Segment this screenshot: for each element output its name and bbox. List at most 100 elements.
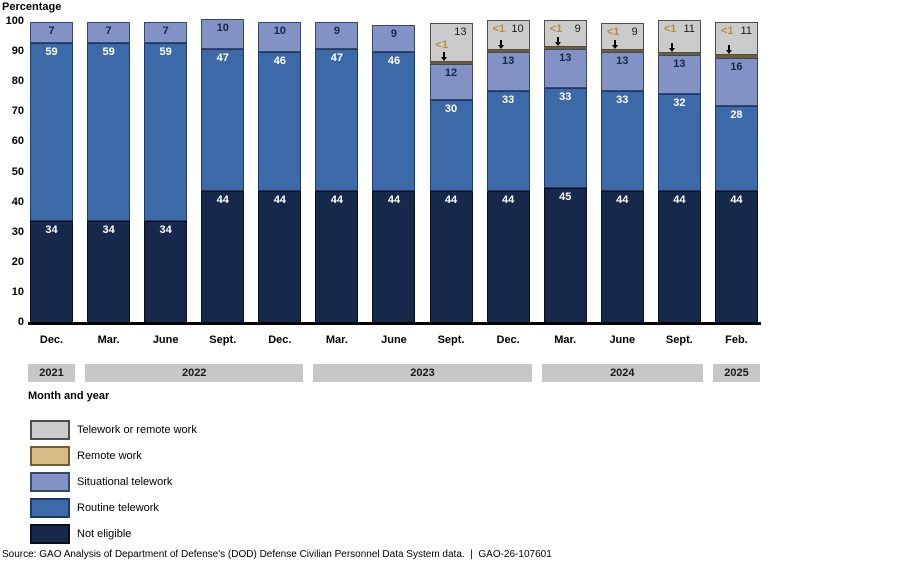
year-band-2022: 2022 xyxy=(85,364,304,382)
segment-situational-telework: 12 xyxy=(429,64,473,101)
month-label-sept-2024: Sept. xyxy=(665,334,693,346)
segment-situational-telework: 13 xyxy=(486,52,530,92)
value-label: 44 xyxy=(444,193,458,206)
segment-remote-work xyxy=(657,53,701,56)
value-label: 34 xyxy=(159,223,172,236)
segment-remote-work xyxy=(486,50,530,53)
value-label: 9 xyxy=(333,25,340,38)
segment-not-eligible: 44 xyxy=(714,190,758,323)
segment-situational-telework: 13 xyxy=(543,49,587,89)
segment-situational-telework: 9 xyxy=(315,22,359,50)
value-label: 7 xyxy=(48,25,55,38)
month-label-june-2022: June xyxy=(152,334,179,346)
segment-telework-or-remote-work: <1 10 xyxy=(486,20,530,51)
value-label: 45 xyxy=(559,190,572,203)
y-tick-60: 60 xyxy=(11,135,24,148)
value-label: 44 xyxy=(673,193,686,206)
month-label-june-2024: June xyxy=(609,334,636,346)
segment-not-eligible: 44 xyxy=(315,190,359,323)
value-label: 30 xyxy=(444,103,458,116)
remote-work-lt1-label: <1 xyxy=(720,25,734,38)
bar-dec-2022: 10 46 44 xyxy=(258,22,302,323)
segment-not-eligible: 44 xyxy=(201,190,245,323)
x-axis-baseline xyxy=(28,322,761,325)
value-label: 59 xyxy=(45,46,58,59)
segment-telework-or-remote-work: <1 11 xyxy=(714,22,758,56)
bar-sept-2024: <1 11 13 32 44 xyxy=(657,20,701,323)
value-label: 11 xyxy=(683,23,695,36)
legend: Telework or remote work Remote work Situat… xyxy=(30,420,197,550)
value-label: 46 xyxy=(387,55,401,68)
segment-situational-telework: 13 xyxy=(657,55,701,95)
value-label: 9 xyxy=(574,23,581,36)
legend-swatch-not-eligible xyxy=(30,524,70,544)
segment-routine-telework: 28 xyxy=(714,106,758,191)
legend-item-telework-or-remote-work: Telework or remote work xyxy=(30,420,197,440)
value-label: 47 xyxy=(216,52,229,65)
segment-not-eligible: 34 xyxy=(87,220,131,323)
segment-telework-or-remote-work: <1 9 xyxy=(600,23,644,51)
y-tick-10: 10 xyxy=(11,285,24,298)
value-label: 33 xyxy=(616,94,629,107)
y-tick-100: 100 xyxy=(5,15,24,27)
value-label: 33 xyxy=(559,91,572,104)
value-label: 9 xyxy=(631,26,638,39)
bar-feb-2025: <1 11 16 28 44 xyxy=(714,22,758,323)
month-label-dec-2023: Dec. xyxy=(496,334,520,346)
segment-routine-telework: 33 xyxy=(486,91,530,191)
segment-remote-work xyxy=(600,50,644,53)
year-band-2023: 2023 xyxy=(313,364,532,382)
year-band-2025: 2025 xyxy=(712,364,760,382)
value-label: 10 xyxy=(273,25,286,38)
legend-label: Not eligible xyxy=(77,528,132,540)
bar-mar-2022: 7 59 34 xyxy=(87,22,131,323)
segment-remote-work xyxy=(714,55,758,59)
legend-label: Situational telework xyxy=(77,476,173,488)
bar-dec-2021: 7 59 34 xyxy=(30,22,73,323)
y-axis-title: Percentage xyxy=(2,1,62,13)
month-label-dec-2021: Dec. xyxy=(39,334,64,346)
segment-routine-telework: 33 xyxy=(600,91,644,191)
segment-telework-or-remote-work: <1 9 xyxy=(543,20,587,48)
segment-routine-telework: 46 xyxy=(372,52,416,191)
y-tick-80: 80 xyxy=(11,75,24,88)
segment-not-eligible: 45 xyxy=(543,187,587,323)
remote-work-lt1-label: <1 xyxy=(549,23,563,36)
value-label: 46 xyxy=(273,55,286,68)
segment-not-eligible: 34 xyxy=(30,220,73,323)
segment-situational-telework: 10 xyxy=(201,19,245,50)
segment-situational-telework: 13 xyxy=(600,52,644,92)
value-label: 9 xyxy=(390,28,398,41)
value-label: 44 xyxy=(330,193,344,206)
y-tick-30: 30 xyxy=(11,225,24,238)
bar-mar-2023: 9 47 44 xyxy=(315,22,359,323)
value-label: 33 xyxy=(502,94,515,107)
legend-item-not-eligible: Not eligible xyxy=(30,524,197,544)
year-band-2024: 2024 xyxy=(541,364,703,382)
year-band-2021: 2021 xyxy=(28,364,75,382)
value-label: 10 xyxy=(216,22,229,34)
remote-work-lt1-label: <1 xyxy=(606,26,620,39)
y-tick-50: 50 xyxy=(11,165,24,178)
value-label: 7 xyxy=(105,25,112,38)
x-axis-month-labels: Dec. Mar. June Sept. Dec. Mar. June Sept. Dec. Ma… xyxy=(30,334,758,346)
value-label: 12 xyxy=(444,67,458,80)
bar-june-2024: <1 9 13 33 44 xyxy=(600,23,644,323)
segment-not-eligible: 44 xyxy=(486,190,530,323)
legend-label: Remote work xyxy=(77,450,142,462)
x-axis-title: Month and year xyxy=(28,390,110,402)
segment-not-eligible: 44 xyxy=(429,190,473,323)
segment-remote-work xyxy=(543,47,587,50)
value-label: 16 xyxy=(730,61,743,74)
y-tick-20: 20 xyxy=(11,255,24,268)
value-label: 13 xyxy=(559,52,572,65)
month-label-june-2023: June xyxy=(381,334,407,346)
plot-area: 7 59 34 7 59 34 7 59 34 10 47 44 10 46 44 9 47 44 9 46 44 13 <… xyxy=(30,10,758,323)
bar-june-2023: 9 46 44 xyxy=(372,25,416,323)
segment-telework-or-remote-work: <1 11 xyxy=(657,20,701,54)
segment-not-eligible: 44 xyxy=(600,190,644,323)
month-label-sept-2022: Sept. xyxy=(209,334,237,346)
segment-routine-telework: 46 xyxy=(258,52,302,191)
value-label: 32 xyxy=(673,97,686,110)
